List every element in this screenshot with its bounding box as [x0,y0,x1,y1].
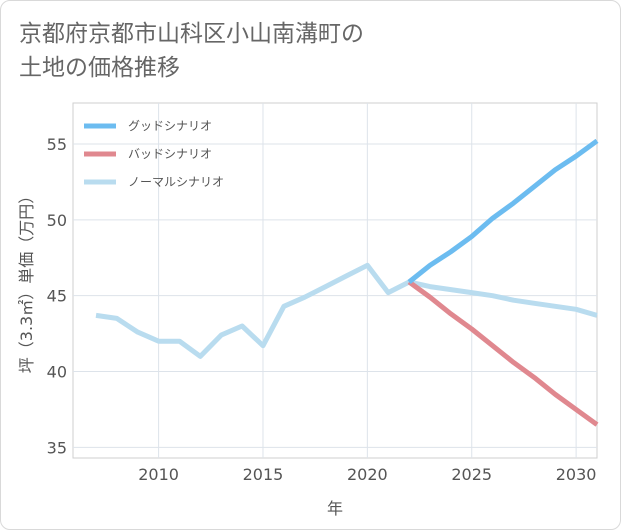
y-tick-label: 45 [47,287,67,306]
chart-title-line1: 京都府京都市山科区小山南溝町の [19,21,364,47]
x-tick-label: 2010 [138,465,179,484]
legend-label: グッドシナリオ [128,119,212,133]
series-line-2 [407,279,599,427]
y-tick-label: 50 [47,211,67,230]
y-tick-label: 55 [47,135,67,154]
x-tick-label: 2015 [243,465,284,484]
y-tick-label: 35 [47,438,67,457]
x-tick-label: 2020 [347,465,388,484]
grid-lines [73,103,597,458]
y-tick-label: 40 [47,363,67,382]
x-tick-label: 2030 [556,465,597,484]
chart-title: 京都府京都市山科区小山南溝町の 土地の価格推移 [19,17,364,85]
x-tick-label: 2025 [451,465,492,484]
series-line-1 [407,138,599,284]
x-axis-label: 年 [327,499,343,518]
plot-area [72,102,598,459]
legend-label: ノーマルシナリオ [128,175,224,189]
tick-labels: 2010 2015 2020 2025 2030 35 40 45 50 55 [47,135,597,484]
series-line-3 [95,262,598,359]
legend-label: バッドシナリオ [128,147,212,161]
chart-title-line2: 土地の価格推移 [19,55,180,81]
y-axis-label: 坪（3.3㎡）単価（万円） [17,188,36,373]
series-lines [95,138,599,427]
